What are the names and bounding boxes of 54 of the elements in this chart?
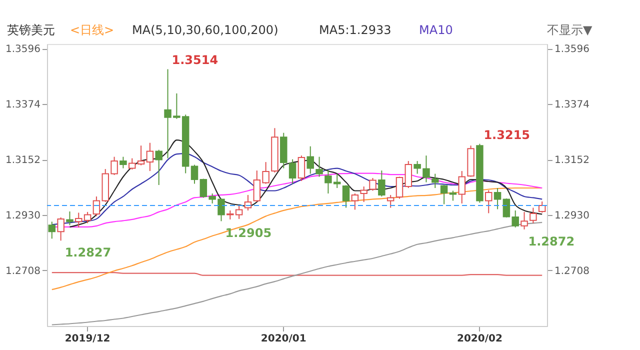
x-tick-label: 2020/01 [260,334,306,344]
candlestick [360,186,368,202]
candlestick [155,149,162,186]
text: MA5:1.2933 [319,23,392,37]
y2-tick-label: 1.3374 [554,100,590,111]
candlestick [485,190,492,214]
y2-tick-label: 1.3152 [554,155,590,166]
candlestick [298,155,306,182]
candlestick [48,221,56,240]
candlestick [66,210,74,226]
annotation: 1.2905 [225,226,272,240]
candlestick [494,187,502,210]
candlestick [404,160,412,188]
candlestick [378,170,386,197]
candlestick [396,176,404,200]
candlestick [57,216,64,242]
annotation: 1.2872 [528,234,575,248]
y2-tick-label: 1.2930 [554,210,590,222]
candlestick [306,146,314,174]
candlestick [137,145,145,166]
y-tick-label: 1.2708 [6,266,40,277]
annotation: 1.2827 [64,246,112,260]
y2-tick-label: 1.3596 [554,44,590,56]
chart-title: 英镑美元 [7,23,55,37]
candlestick [190,164,198,184]
candlestick [316,156,323,178]
y2-tick-label: 1.2708 [554,266,590,277]
candlestick [432,173,439,188]
candlestick [458,170,466,204]
x-tick-label: 2019/12 [64,334,110,344]
text: 不显示▼ [547,23,593,37]
line-series [69,140,543,228]
text: MA(5,10,30,60,100,200) [132,23,278,37]
annotation: 1.3215 [484,128,530,142]
candlestick [386,194,394,208]
x-tick-label: 2020/02 [457,334,502,344]
candlestick [351,192,359,210]
y-tick-label: 1.3596 [6,44,40,56]
candlestick [538,200,546,214]
text: MA10 [419,23,453,37]
candlestick [369,178,376,192]
candlestick [449,190,457,202]
y-tick-label: 1.3152 [6,155,40,166]
annotation: 1.3514 [172,53,218,68]
candlestick [146,142,154,172]
y-tick-label: 1.2930 [6,210,40,222]
candlestick [120,156,127,169]
y-tick-label: 1.3374 [6,100,40,111]
candlestick [440,184,448,205]
candlestick [342,184,350,208]
candlestick [92,196,100,217]
candlestick [288,158,296,184]
text: <日线> [70,23,114,37]
candlestick [128,158,136,170]
